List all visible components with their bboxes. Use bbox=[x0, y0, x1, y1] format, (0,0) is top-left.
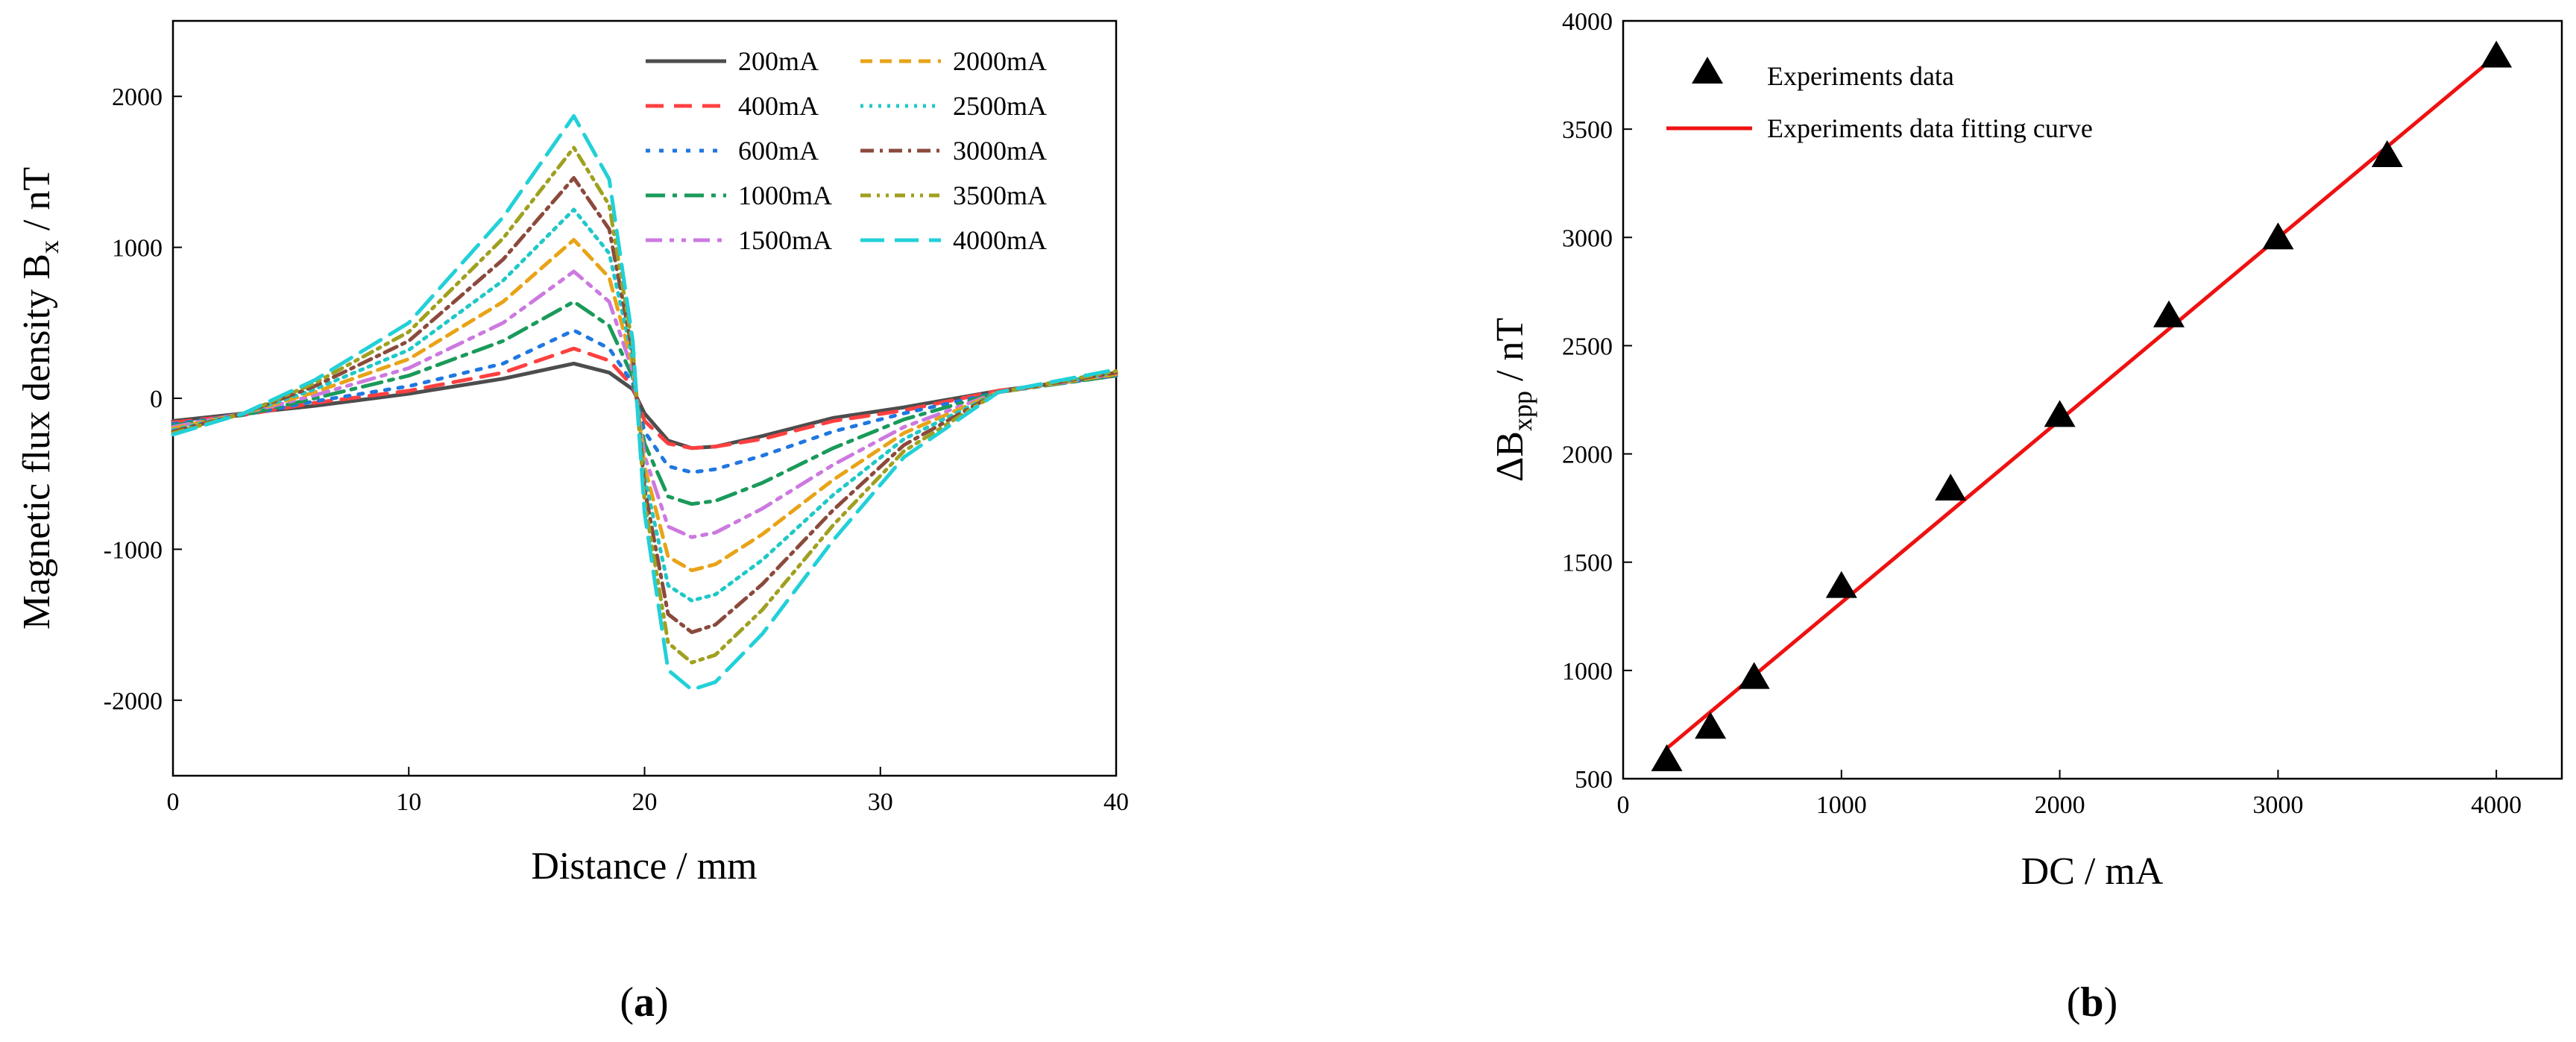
panel-b-data-point bbox=[1935, 474, 1967, 501]
panel-b-data-point bbox=[1651, 744, 1683, 771]
panel-a-y-tick-label: -2000 bbox=[104, 688, 163, 715]
panel-a-legend-label: 2500mA bbox=[953, 91, 1047, 121]
panel-b-series-group bbox=[1651, 40, 2513, 771]
panel-a-x-tick-label: 20 bbox=[632, 788, 658, 816]
panel-a-y-tick-label: -1000 bbox=[104, 536, 163, 564]
panel-a-legend-label: 2000mA bbox=[953, 46, 1047, 76]
panel-a-legend-label: 1500mA bbox=[738, 225, 832, 255]
panel-b-ticks: 0 1000 2000 3000 4000 500 1000 1500 2000 2500 3000… bbox=[1562, 8, 2522, 819]
panel-a-label: (a) bbox=[620, 979, 668, 1026]
panel-a-series-line-4000mA bbox=[171, 114, 1118, 692]
panel-a-y-tick-label: 2000 bbox=[112, 84, 163, 111]
panel-a-series-line-3500mA bbox=[171, 145, 1118, 665]
panel-a-legend-label: 400mA bbox=[738, 91, 819, 121]
panel-a-legend: 200mA 400mA 600mA 1000mA 1500mA 2000mA 2500mA 3… bbox=[646, 46, 1047, 255]
panel-b-x-tick-label: 2000 bbox=[2035, 791, 2085, 819]
panel-a-line-chart: 0 10 20 30 40 -2000 -1000 0 1000 2000 200mA 400mA 6… bbox=[16, 19, 1129, 1026]
panel-a-y-tick-label: 0 bbox=[150, 386, 163, 413]
panel-b-data-point bbox=[2371, 139, 2403, 167]
panel-b-data-point bbox=[2481, 40, 2513, 68]
panel-a-legend-label: 200mA bbox=[738, 46, 819, 76]
panel-a-y-axis-title-unit: / nT bbox=[16, 167, 58, 240]
panel-a-series-line-600mA bbox=[171, 328, 1118, 474]
panel-b-y-axis-title: ΔBxpp / nT bbox=[1489, 318, 1537, 482]
panel-b-y-axis-title-sub: xpp bbox=[1508, 391, 1537, 431]
panel-b-data-point bbox=[2153, 300, 2185, 327]
panel-b-plot-frame bbox=[1622, 19, 2563, 780]
panel-a-legend-label: 600mA bbox=[738, 136, 819, 166]
panel-b-legend-label: Experiments data bbox=[1767, 61, 1954, 91]
panel-b-y-tick-label: 1000 bbox=[1562, 658, 1613, 685]
panel-b-data-point bbox=[1738, 662, 1770, 689]
panel-b-data-point bbox=[2262, 222, 2294, 250]
panel-b-x-tick-label: 3000 bbox=[2252, 791, 2303, 819]
panel-a-legend-label: 1000mA bbox=[738, 181, 832, 210]
panel-a-series-line-200mA bbox=[171, 361, 1118, 451]
panel-a-x-tick-label: 40 bbox=[1103, 788, 1129, 816]
panel-a-y-tick-label: 1000 bbox=[112, 235, 163, 263]
panel-a-series-line-2000mA bbox=[171, 238, 1118, 573]
panel-a-y-axis-title-main: Magnetic flux density B bbox=[16, 254, 58, 630]
panel-a-legend-label: 3000mA bbox=[953, 136, 1047, 166]
panel-b-label-letter: b bbox=[2080, 979, 2103, 1026]
panel-a-x-tick-label: 0 bbox=[167, 788, 180, 816]
panel-a-ticks: 0 10 20 30 40 -2000 -1000 0 1000 2000 bbox=[104, 84, 1129, 816]
panel-b-x-tick-label: 4000 bbox=[2471, 791, 2522, 819]
panel-a-series-group bbox=[171, 114, 1118, 692]
panel-b-x-tick-label: 0 bbox=[1617, 791, 1630, 819]
panel-b-legend-label: Experiments data fitting curve bbox=[1767, 113, 2093, 143]
panel-b-y-tick-label: 4000 bbox=[1562, 8, 1613, 36]
panel-b-data-point bbox=[2044, 400, 2076, 427]
panel-a-x-axis-title: Distance / mm bbox=[531, 845, 757, 888]
panel-b-fit-line bbox=[1665, 54, 2498, 750]
panel-b-y-tick-label: 3000 bbox=[1562, 225, 1613, 252]
panel-b-legend-swatch-triangle bbox=[1692, 57, 1723, 84]
panel-b-label: (b) bbox=[2067, 979, 2117, 1026]
panel-a-y-axis-title-sub: x bbox=[34, 240, 64, 254]
panel-a-x-tick-label: 10 bbox=[396, 788, 421, 816]
panel-b-y-tick-label: 2500 bbox=[1562, 333, 1613, 360]
panel-a-y-axis-title: Magnetic flux density Bx / nT bbox=[16, 167, 64, 630]
panel-b-data-point bbox=[1695, 712, 1727, 739]
panel-b-y-tick-label: 2000 bbox=[1562, 442, 1613, 469]
panel-b-scatter-chart: 0 1000 2000 3000 4000 500 1000 1500 2000 2500 3000… bbox=[1489, 8, 2563, 1026]
panel-b-data-point bbox=[1825, 571, 1857, 598]
panel-a-label-letter: a bbox=[634, 979, 655, 1026]
panel-b-x-axis-title: DC / mA bbox=[2021, 850, 2164, 893]
panel-b-y-tick-label: 1500 bbox=[1562, 550, 1613, 577]
panel-a-legend-label: 4000mA bbox=[953, 225, 1047, 255]
panel-b-y-axis-title-unit: / nT bbox=[1489, 318, 1531, 391]
panel-b-y-tick-label: 500 bbox=[1575, 766, 1613, 794]
panel-a-series-line-400mA bbox=[171, 346, 1118, 451]
panel-b-y-axis-title-main: ΔB bbox=[1489, 431, 1531, 482]
panel-a-legend-label: 3500mA bbox=[953, 181, 1047, 210]
panel-a-series-line-2500mA bbox=[171, 207, 1118, 603]
panel-b-legend: Experiments data Experiments data fitting… bbox=[1666, 57, 2093, 143]
panel-a-series-line-3000mA bbox=[171, 176, 1118, 635]
panel-a-x-tick-label: 30 bbox=[868, 788, 893, 816]
panel-b-y-tick-label: 3500 bbox=[1562, 116, 1613, 144]
panel-b-x-tick-label: 1000 bbox=[1816, 791, 1867, 819]
